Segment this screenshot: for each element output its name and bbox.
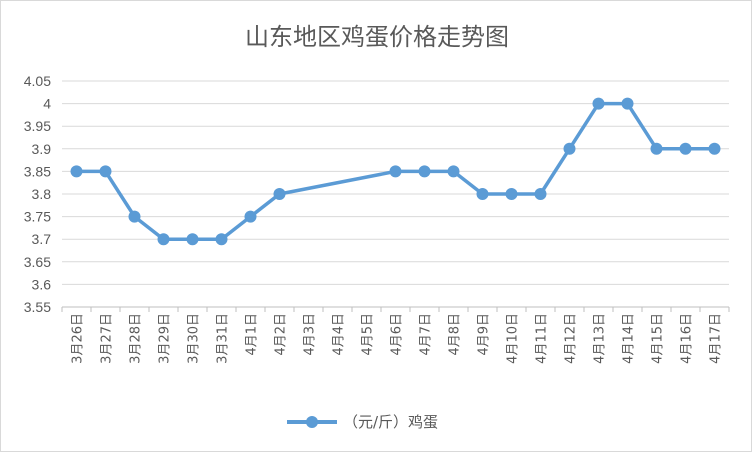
x-tick-label: 4月8日 [448, 313, 463, 356]
data-point [534, 188, 547, 200]
data-point [447, 165, 460, 178]
y-tick-label: 3.7 [32, 231, 52, 247]
x-tick-label: 4月7日 [419, 313, 434, 356]
data-point [128, 210, 141, 223]
data-point [389, 165, 402, 178]
data-point [476, 188, 489, 200]
x-tick-label: 4月17日 [709, 313, 724, 364]
data-point [215, 233, 228, 246]
legend: （元/斤）鸡蛋 [287, 413, 438, 431]
x-tick-label: 4月10日 [506, 313, 521, 364]
x-tick-label: 4月2日 [274, 313, 289, 356]
data-point [418, 165, 431, 178]
y-tick-label: 3.9 [32, 141, 52, 157]
data-point [592, 97, 605, 110]
data-point [563, 142, 576, 155]
data-point [99, 165, 112, 178]
x-axis-ticks: 3月26日 3月27日 3月28日 3月29日 3月30日 3月31日 4月1日 4月2日 4月… [71, 313, 724, 364]
x-tick-label: 4月12日 [564, 313, 579, 364]
x-tick-label: 3月28日 [129, 313, 144, 364]
x-tick-label: 4月14日 [622, 313, 637, 364]
data-point [505, 188, 518, 200]
x-tick-label: 3月26日 [71, 313, 86, 364]
y-tick-label: 3.8 [32, 186, 52, 202]
x-tick-label: 3月31日 [216, 313, 231, 364]
x-axis [61, 306, 730, 312]
data-point [157, 233, 170, 246]
x-tick-label: 4月4日 [332, 313, 347, 356]
x-tick-label: 3月29日 [158, 313, 173, 364]
data-point [244, 210, 257, 223]
y-axis-ticks: 3.55 3.6 3.65 3.7 3.75 3.8 3.85 3.9 3.95 4 4.05 [24, 73, 51, 315]
x-tick-label: 3月27日 [100, 313, 115, 364]
x-tick-label: 4月11日 [535, 313, 550, 364]
x-tick-label: 4月9日 [477, 313, 492, 356]
x-tick-label: 4月1日 [245, 313, 260, 356]
data-point [679, 142, 692, 155]
y-tick-label: 3.55 [24, 299, 51, 315]
x-tick-label: 4月13日 [593, 313, 608, 364]
y-tick-label: 3.95 [24, 118, 51, 134]
x-tick-label: 4月16日 [680, 313, 695, 364]
y-tick-label: 4.05 [24, 73, 51, 89]
x-tick-label: 3月30日 [187, 313, 202, 364]
legend-label: （元/斤）鸡蛋 [343, 413, 438, 431]
x-tick-label: 4月6日 [390, 313, 405, 356]
legend-marker-swatch [306, 416, 318, 428]
y-tick-label: 3.75 [24, 209, 51, 225]
data-point [621, 97, 634, 110]
y-tick-label: 3.65 [24, 254, 51, 270]
data-point [70, 165, 83, 178]
grid-lines [62, 80, 729, 285]
data-point [186, 233, 199, 246]
y-tick-label: 4 [43, 96, 51, 112]
series-layer [70, 97, 721, 246]
chart-title: 山东地区鸡蛋价格走势图 [245, 23, 509, 51]
data-point [708, 142, 721, 155]
data-point [273, 188, 286, 200]
x-tick-label: 4月5日 [361, 313, 376, 356]
x-tick-label: 4月3日 [303, 313, 318, 356]
data-point [650, 142, 663, 155]
y-tick-label: 3.6 [32, 276, 52, 292]
x-tick-label: 4月15日 [651, 313, 666, 364]
y-tick-label: 3.85 [24, 163, 51, 179]
